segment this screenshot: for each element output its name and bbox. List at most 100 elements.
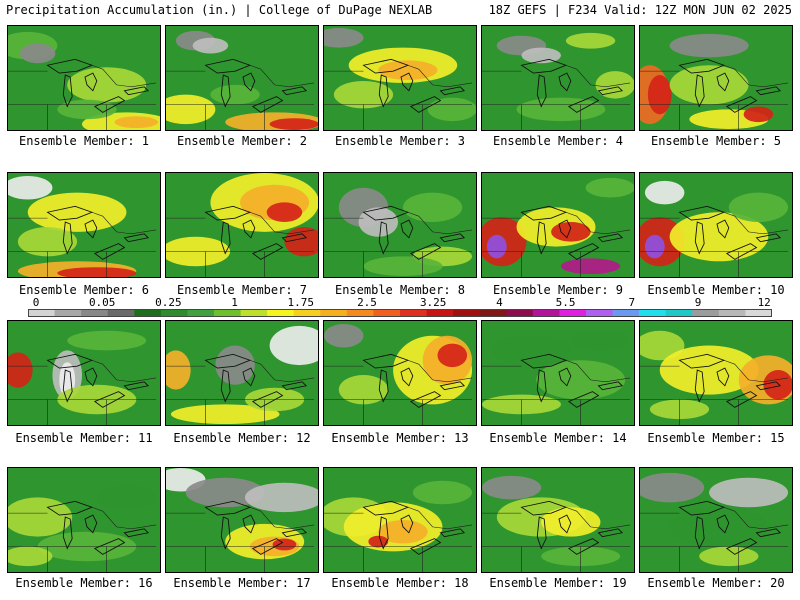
- state-border: [205, 546, 265, 572]
- precip-contour: [565, 32, 616, 49]
- colorbar-tick-label: 1: [231, 296, 238, 309]
- lake-outline: [46, 500, 94, 516]
- colorbar-swatch: [506, 309, 534, 317]
- precip-contour: [551, 222, 591, 242]
- state-border: [482, 211, 631, 235]
- lake-outline: [716, 367, 730, 387]
- colorbar-tick-label: 1.75: [287, 296, 315, 309]
- colorbar-swatch: [400, 309, 428, 317]
- lake-outline: [409, 391, 442, 408]
- lake-outline: [251, 243, 284, 260]
- precip-field: [482, 173, 634, 277]
- precip-contour: [402, 192, 463, 223]
- colorbar-swatch: [373, 309, 401, 317]
- precip-contour: [669, 33, 749, 58]
- precip-field: [324, 173, 476, 277]
- state-border: [363, 546, 423, 572]
- lake-outline: [520, 500, 568, 516]
- colorbar-swatch: [320, 309, 348, 317]
- colorbar-tick-label: 4: [496, 296, 503, 309]
- lake-outline: [362, 205, 410, 221]
- precip-contour: [67, 330, 147, 351]
- lake-outline: [716, 219, 730, 239]
- lake-outline: [520, 58, 568, 74]
- precip-contour: [560, 258, 621, 275]
- ensemble-member-map: [165, 320, 319, 426]
- state-border: [8, 506, 157, 530]
- lake-outline: [597, 381, 624, 391]
- state-border: [8, 64, 157, 88]
- lake-outline: [678, 205, 726, 221]
- lake-outline: [400, 514, 414, 534]
- colorbar-swatch: [346, 309, 375, 317]
- state-border: [324, 359, 473, 383]
- lake-outline: [62, 221, 73, 255]
- lake-outline: [281, 381, 308, 391]
- state-border: [640, 64, 789, 88]
- state-border: [324, 506, 473, 530]
- precip-contour: [272, 538, 297, 551]
- lake-outline: [84, 367, 98, 387]
- state-border: [679, 546, 739, 572]
- lake-outline: [220, 74, 231, 108]
- lake-outline: [678, 500, 726, 516]
- state-border: [640, 506, 789, 530]
- colorbar-swatch: [240, 309, 268, 317]
- precip-contour: [338, 374, 389, 405]
- precip-contour: [333, 80, 394, 109]
- precip-field: [166, 321, 318, 425]
- ensemble-member-map: [639, 320, 793, 426]
- ensemble-member-map: [639, 467, 793, 573]
- state-border: [640, 211, 789, 235]
- lake-outline: [62, 74, 73, 108]
- lake-outline: [378, 516, 389, 550]
- precip-field: [640, 321, 792, 425]
- precip-contour: [743, 106, 774, 123]
- colorbar-swatch: [665, 309, 693, 317]
- state-border: [324, 64, 473, 88]
- precip-contour: [368, 535, 389, 548]
- ensemble-member-label: Ensemble Member: 11: [15, 431, 153, 445]
- precip-contour: [269, 118, 318, 130]
- precip-contour: [491, 335, 571, 366]
- precip-contour: [8, 352, 33, 388]
- state-border: [363, 399, 423, 425]
- lake-outline: [123, 86, 150, 96]
- precip-contour: [114, 116, 159, 129]
- lake-outline: [439, 86, 466, 96]
- precip-field: [324, 26, 476, 130]
- colorbar-tick-label: 12: [757, 296, 771, 309]
- colorbar-swatch: [453, 309, 481, 317]
- colorbar-swatch: [718, 309, 747, 317]
- ensemble-member-label: Ensemble Member: 3: [334, 134, 466, 148]
- state-border: [324, 211, 473, 235]
- state-border: [47, 251, 107, 277]
- lake-outline: [220, 369, 231, 403]
- precip-contour: [378, 60, 438, 80]
- precip-contour: [659, 345, 759, 395]
- state-border: [521, 546, 581, 572]
- ensemble-member-map: [323, 172, 477, 278]
- lake-outline: [378, 74, 389, 108]
- ensemble-member-label: Ensemble Member: 16: [15, 576, 153, 590]
- state-border: [47, 399, 107, 425]
- ensemble-member-label: Ensemble Member: 4: [492, 134, 624, 148]
- ensemble-member-map: [481, 467, 635, 573]
- precip-colorbar: 0 0.05 0.25 1 1.75 2.5 3.25 4 5.5 7 9 12: [0, 296, 800, 318]
- ensemble-member-map: [165, 25, 319, 131]
- colorbar-swatch: [107, 309, 135, 317]
- lake-outline: [362, 353, 410, 369]
- lake-outline: [558, 367, 572, 387]
- lake-outline: [536, 74, 547, 108]
- colorbar-tick-label: 2.5: [357, 296, 377, 309]
- precip-contour: [644, 180, 685, 205]
- precip-contour: [192, 37, 229, 54]
- lake-outline: [439, 233, 466, 243]
- lake-outline: [755, 233, 782, 243]
- ensemble-member-map: [323, 25, 477, 131]
- state-border: [47, 546, 107, 572]
- lake-outline: [694, 369, 705, 403]
- precip-contour: [595, 71, 634, 99]
- colorbar-swatch: [532, 309, 561, 317]
- lake-outline: [567, 538, 600, 555]
